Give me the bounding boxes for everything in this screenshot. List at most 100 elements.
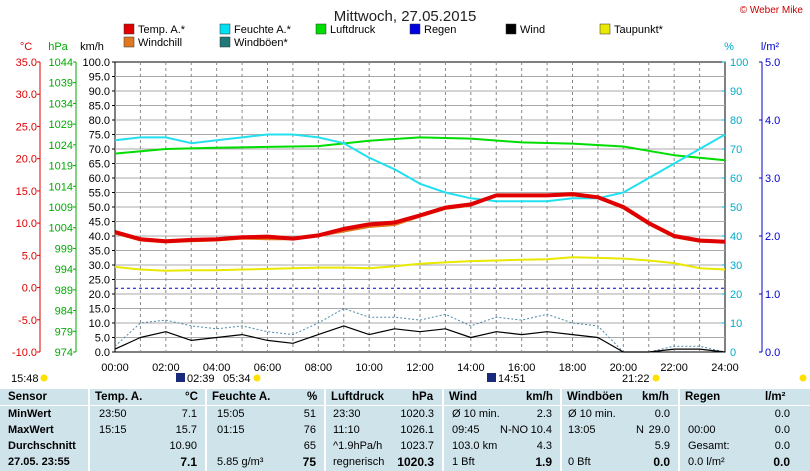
header-pressure: Luftdruck <box>331 391 385 403</box>
wind-tick-label: 100.0 <box>82 57 110 69</box>
table-cell-label: MinWert <box>8 408 52 420</box>
x-tick-label: 10:00 <box>355 362 383 374</box>
wind-tick-label: 65.0 <box>89 159 110 171</box>
x-tick-label: 16:00 <box>508 362 536 374</box>
wind-tick-label: 50.0 <box>89 202 110 214</box>
table-cell-label: Durchschnitt <box>8 440 76 452</box>
table-cell-g-dir: N <box>636 424 644 436</box>
wind-tick-label: 20.0 <box>89 289 110 301</box>
chart-title: Mittwoch, 27.05.2015 <box>334 8 477 25</box>
header-sensor: Sensor <box>8 391 47 403</box>
wind-tick-label: 35.0 <box>89 246 110 258</box>
legend: Temp. A.* Feuchte A.* Luftdruck Regen Wind Ta… <box>123 23 664 49</box>
rain-tick-label: 0.0 <box>765 347 780 359</box>
axes <box>37 61 763 353</box>
humidity-tick-label: 60 <box>730 173 742 185</box>
legend-label: Feuchte A.* <box>234 24 292 36</box>
temp-tick-label: 15.0 <box>16 186 37 198</box>
table-cell-h-time: 01:15 <box>217 424 245 436</box>
table-cell-g-val: 29.0 <box>648 424 670 436</box>
table-cell-label: MaxWert <box>8 424 54 436</box>
pressure-tick-label: 989 <box>55 285 73 297</box>
legend-swatch <box>219 23 231 35</box>
table-cell-w-time: 1 Bft <box>452 456 475 468</box>
table-cell-h-val: 51 <box>303 408 316 420</box>
wind-tick-label: 95.0 <box>89 72 110 84</box>
moon-icon <box>176 373 185 382</box>
x-tick-label: 00:00 <box>101 362 129 374</box>
temp-tick-label: -5.0 <box>18 315 37 327</box>
table-cell-t-time: 15:15 <box>99 424 127 436</box>
start-time-label: 15:48 <box>11 373 39 385</box>
sun-icon <box>799 374 807 382</box>
table-cell-w-val: 4.3 <box>536 440 552 452</box>
table-cell-g-time: 0 Bft <box>568 456 591 468</box>
wind-tick-label: 85.0 <box>89 101 110 113</box>
column-divider <box>88 389 90 471</box>
sun-icon <box>652 374 660 382</box>
wind-tick-label: 90.0 <box>89 86 110 98</box>
table-cell-w-time: Ø 10 min. <box>452 408 500 420</box>
legend-swatch <box>599 23 611 35</box>
table-cell-label: 27.05. 23:55 <box>8 456 70 468</box>
sunset-time-label: 21:22 <box>622 373 650 385</box>
table-cell-r-time: 0.0 l/m² <box>688 456 725 468</box>
table-cell-p-time: 23:30 <box>333 408 361 420</box>
humidity-tick-label: 100 <box>730 57 748 69</box>
series-line <box>114 136 726 162</box>
legend-swatch <box>315 23 327 35</box>
legend-swatch <box>123 23 135 35</box>
legend-label: Wind <box>520 24 545 36</box>
header-gust-unit: km/h <box>642 391 669 403</box>
pressure-tick-label: 1004 <box>49 223 73 235</box>
rain-tick-label: 4.0 <box>765 115 780 127</box>
wind-tick-label: 25.0 <box>89 275 110 287</box>
column-divider <box>324 389 326 471</box>
legend-label: Windchill <box>138 37 182 49</box>
table-cell-h-val: 65 <box>303 440 316 452</box>
rain-tick-label: 5.0 <box>765 57 780 69</box>
sun-icon <box>40 374 48 382</box>
table-cell-h-val: 75 <box>302 455 316 469</box>
pressure-tick-label: 974 <box>55 347 73 359</box>
pressure-tick-label: 1039 <box>49 78 73 90</box>
header-humidity: Feuchte A. <box>212 391 271 403</box>
legend-swatch <box>123 36 135 48</box>
table-cell-t-time: 23:50 <box>99 408 127 420</box>
series-line <box>114 325 726 353</box>
table-cell-t-val: 15.7 <box>175 424 197 436</box>
press-axis-header: hPa <box>48 41 68 53</box>
sunrise-time-label: 05:34 <box>223 373 251 385</box>
table-cell-r-val: 0.0 <box>774 440 790 452</box>
table-cell-g-time: Ø 10 min. <box>568 408 616 420</box>
header-rain-unit: l/m² <box>765 391 786 403</box>
legend-swatch <box>409 23 421 35</box>
wind-tick-label: 55.0 <box>89 188 110 200</box>
x-tick-label: 02:00 <box>152 362 180 374</box>
x-tick-label: 22:00 <box>660 362 688 374</box>
temp-tick-label: -10.0 <box>12 347 37 359</box>
header-wind-unit: km/h <box>526 391 553 403</box>
column-divider <box>560 389 562 471</box>
table-cell-w-val: 1.9 <box>535 455 552 469</box>
x-tick-label: 06:00 <box>254 362 282 374</box>
humidity-tick-label: 50 <box>730 202 742 214</box>
wind-tick-label: 80.0 <box>89 115 110 127</box>
humidity-tick-label: 0 <box>730 347 736 359</box>
legend-swatch <box>505 23 517 35</box>
event-markers: 15:48 02:39 05:34 14:51 21:22 <box>11 373 807 385</box>
series-line <box>114 192 726 244</box>
pressure-tick-label: 1029 <box>49 119 73 131</box>
temp-tick-label: 10.0 <box>16 218 37 230</box>
x-tick-label: 18:00 <box>559 362 587 374</box>
table-cell-w-time: 103.0 km <box>452 440 498 452</box>
table-cell-w-val: 2.3 <box>536 408 552 420</box>
series-line <box>114 256 726 272</box>
wind-axis-header: km/h <box>80 41 104 53</box>
table-cell-r-time: 00:00 <box>688 424 716 436</box>
header-temp: Temp. A. <box>95 391 143 403</box>
humidity-tick-label: 90 <box>730 86 742 98</box>
x-tick-label: 20:00 <box>610 362 638 374</box>
legend-label: Taupunkt* <box>614 24 664 36</box>
